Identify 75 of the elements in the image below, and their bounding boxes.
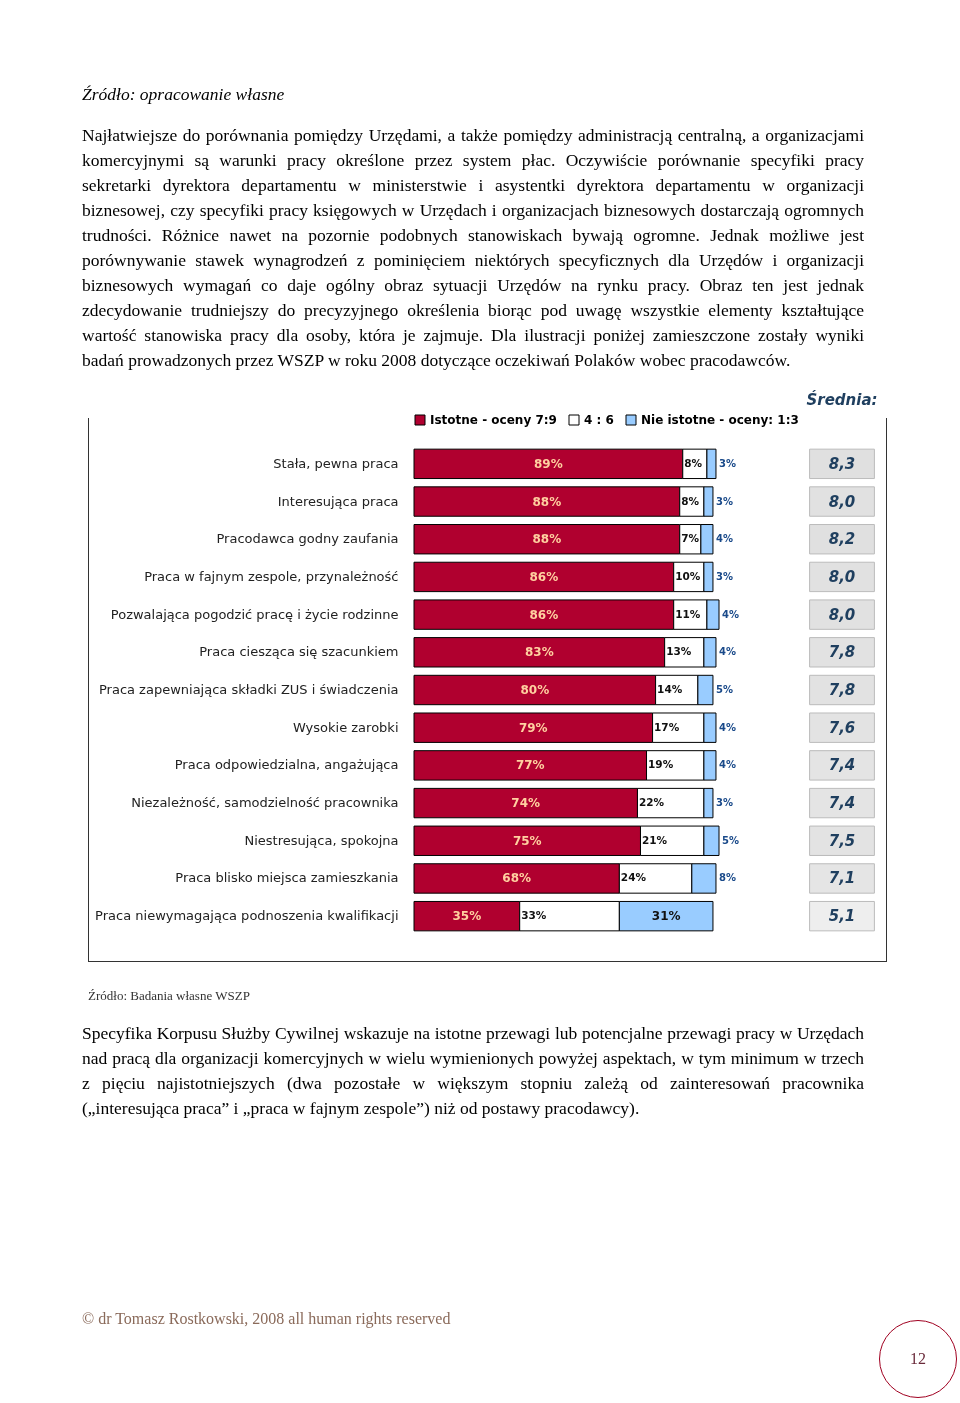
data-label: 33% — [521, 909, 547, 922]
data-label: 7,1 — [828, 869, 856, 888]
data-label: 79% — [518, 720, 548, 735]
y-tick-label: Niestresująca, spokojna — [244, 832, 399, 848]
data-label: 7,6 — [828, 718, 856, 737]
y-tick-label: Wysokie zarobki — [292, 719, 399, 735]
data-label: 8,0 — [828, 567, 856, 586]
data-label: 68% — [502, 871, 532, 886]
data-label: 11% — [675, 607, 701, 620]
data-label: 89% — [534, 456, 563, 471]
data-label: 8,0 — [828, 605, 856, 624]
data-label: 4% — [718, 721, 736, 733]
data-label: 22% — [638, 796, 665, 809]
data-label: 74% — [511, 796, 541, 811]
data-label: 80% — [520, 683, 550, 697]
y-tick-label: Praca ciesząca się szacunkiem — [199, 644, 399, 660]
data-label: 7,4 — [828, 756, 856, 775]
data-label: 3% — [715, 797, 733, 809]
data-label: 21% — [641, 833, 668, 846]
data-label: 88% — [532, 532, 562, 547]
data-label: 8% — [718, 872, 736, 884]
data-label: 8,0 — [828, 492, 856, 511]
y-tick-label: Praca blisko miejsca zamieszkania — [175, 870, 399, 886]
data-label: 7,8 — [828, 681, 856, 699]
data-label: 4% — [718, 759, 736, 771]
data-label: 3% — [715, 495, 733, 507]
data-label: 4% — [718, 646, 736, 658]
data-label: 88% — [532, 494, 562, 509]
data-label: 8% — [681, 494, 700, 507]
data-label: 8,2 — [828, 530, 856, 549]
data-label: 7,8 — [828, 643, 856, 662]
data-label: 8% — [684, 456, 703, 469]
data-label: 5,1 — [828, 907, 856, 926]
chart-title: Średnia: — [806, 390, 878, 409]
data-label: 83% — [524, 645, 554, 660]
legend-label: 4 : 6 — [584, 413, 614, 427]
text: Źródło: opracowanie własne — [82, 83, 286, 106]
data-label: 7,4 — [828, 794, 856, 813]
data-label: 10% — [675, 569, 701, 582]
data-label: 3% — [718, 457, 736, 469]
text: 12 — [879, 1320, 957, 1398]
data-label: 5% — [715, 684, 733, 695]
y-tick-label: Niezależność, samodzielność pracownika — [131, 795, 399, 811]
y-tick-label: Praca odpowiedzialna, angażująca — [174, 757, 399, 773]
legend-label: Nie istotne - oceny: 1:3 — [641, 413, 799, 427]
data-label: 3% — [715, 570, 733, 582]
y-tick-label: Praca w fajnym zespole, przynależność — [144, 568, 399, 584]
data-label: 86% — [529, 607, 559, 622]
data-label: 8,3 — [828, 454, 856, 473]
data-label: 77% — [515, 758, 545, 773]
data-label: 7% — [681, 532, 700, 545]
data-label: 24% — [620, 871, 647, 884]
y-tick-label: Pracodawca godny zaufania — [216, 531, 399, 547]
data-label: 5% — [722, 834, 739, 846]
text: Najłatwiejsze do porównania pomiędzy Urzędami, a także pomiędzy administracją centralną, a organizacjami komercyjnymi są warunki pracy określone przez system płac. Oczywiście porównanie specyfiki pracy sekretarki dyrektora departamentu w ministerstwie i asystentki dyrektora departamentu w organizacji biznesowej, czy specyfiki pracy księgowych w Urzędach i organizacjach biznesowych dostarczają ogromnych trudności. Różnice nawet na pozornie podobnych stanowiskach bywają ogromne. Jednak możliwe jest porównywanie stawek wynagrodzeń z pominięciem niektórych specyficznych dla Urzędów i organizacji biznesowych wymagań co daje ogólny obraz sytuacji Urzędów na rynku pracy. Obraz ten jest jednak zdecydowanie trudniejszy do precyzyjnego określenia biorąc pod uwagę wszystkie elementy kształtujące wartość stanowiska pracy dla osoby, która je zajmuje. Dla ilustracji poniżej zamieszczone zostały wyniki badań prowadzonych przez WSZP w roku 2008 dotyczące oczekiwań Polaków wobec pracodawców. — [82, 125, 864, 370]
data-label: 7,5 — [828, 831, 856, 850]
data-label: 86% — [529, 569, 559, 584]
data-label: 13% — [666, 645, 692, 658]
y-tick-label: Praca zapewniająca składki ZUS i świadczenia — [98, 682, 399, 697]
y-tick-label: Interesująca praca — [277, 493, 399, 509]
y-tick-label: Praca niewymagająca podnoszenia kwalifikacji — [95, 908, 399, 924]
legend-label: Istotne - oceny 7:9 — [430, 413, 557, 427]
data-label: 19% — [648, 758, 674, 771]
y-tick-label: Pozwalająca pogodzić pracę i życie rodzinne — [110, 606, 399, 622]
data-label: 31% — [651, 909, 681, 924]
data-label: 4% — [715, 533, 733, 545]
text: © dr Tomasz Rostkowski, 2008 all human rights reserved — [82, 1309, 452, 1330]
data-label: 4% — [722, 608, 739, 620]
data-label: 17% — [654, 720, 680, 733]
data-label: 35% — [452, 909, 482, 924]
text: Źródło: Badania własne WSZP — [88, 987, 251, 1005]
y-tick-label: Stała, pewna praca — [273, 455, 399, 471]
text: Specyfika Korpusu Służby Cywilnej wskazuje na istotne przewagi lub potencjalne przewagi pracy w Urzędach nad pracą dla organizacji komercyjnych w wielu wymienionych powyżej aspektach, w tym minimum w trzech z pięciu najistotniejszych (dwa pozostałe w większym stopniu zależą od zainteresowań pracownika („interesująca praca” i „praca w fajnym zespole”) niż od postawy pracodawcy). — [82, 1022, 864, 1120]
data-label: 14% — [657, 683, 683, 695]
data-label: 75% — [512, 833, 542, 848]
